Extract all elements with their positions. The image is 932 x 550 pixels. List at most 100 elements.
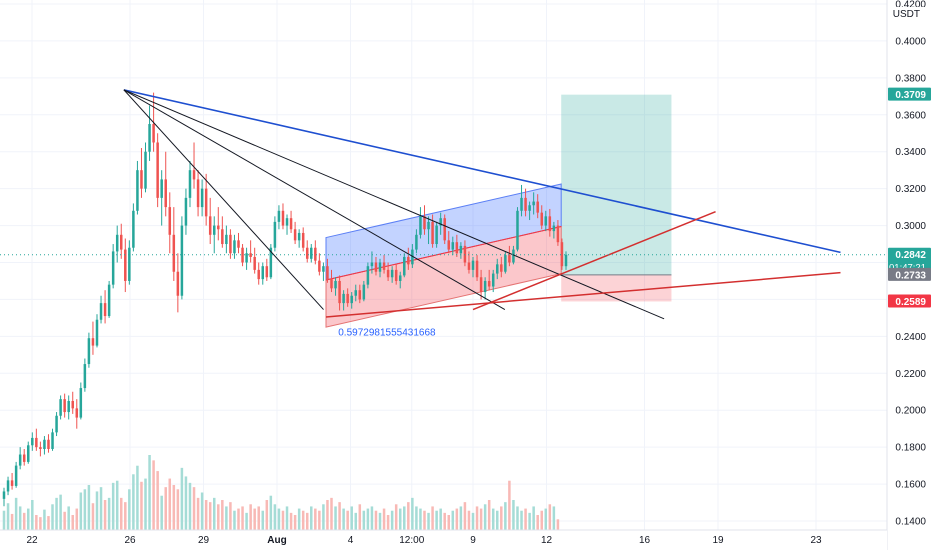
volume-bar <box>124 502 127 530</box>
volume-bar <box>378 512 382 530</box>
volume-bar <box>447 515 451 530</box>
candle-body <box>233 240 236 254</box>
volume-bar <box>540 510 543 530</box>
volume-bar <box>471 512 475 530</box>
volume-bar <box>35 515 38 530</box>
volume-bar <box>111 482 115 530</box>
candle-body <box>403 256 406 276</box>
volume-bar <box>330 497 333 530</box>
candle-body <box>451 242 455 250</box>
volume-bar <box>200 492 204 530</box>
candle-body <box>500 264 503 272</box>
price-tick-label: 0.3200 <box>895 184 926 195</box>
volume-bar <box>516 506 519 530</box>
volume-bar <box>411 497 414 530</box>
candle-body <box>310 247 313 259</box>
volume-bar <box>204 500 208 530</box>
volume-bar <box>172 485 176 530</box>
trend-lines[interactable] <box>0 89 887 320</box>
price-tag-label: 0.2733 <box>895 270 926 281</box>
volume-bar <box>212 497 216 530</box>
volume-bar <box>431 506 434 530</box>
volume-bar <box>196 497 200 530</box>
volume-bar <box>67 506 70 530</box>
candle-body <box>516 210 519 250</box>
candle-body <box>548 216 552 232</box>
candle-body <box>463 245 467 263</box>
time-tick-label: 16 <box>639 535 651 546</box>
time-tick-label: 26 <box>124 535 136 546</box>
candle-body <box>27 445 30 462</box>
volume-bar <box>257 506 260 530</box>
candle-body <box>560 242 564 267</box>
volume-bar <box>241 506 244 530</box>
volume-bar <box>520 510 523 530</box>
volume-bar <box>99 487 103 530</box>
candle-body <box>390 269 394 278</box>
candle-body <box>419 216 422 235</box>
volume-bar <box>455 508 459 530</box>
candle-body <box>192 170 196 180</box>
volume-bar <box>479 508 483 530</box>
volume-bar <box>443 512 446 530</box>
candle-body <box>520 197 523 211</box>
candle-body <box>208 216 212 235</box>
volume-bar <box>87 485 91 530</box>
trend-line-red-support-2 <box>472 211 716 311</box>
candle-body <box>196 179 200 208</box>
candle-body <box>99 303 103 320</box>
time-tick-label: 19 <box>712 535 724 546</box>
volume-bar <box>83 489 87 530</box>
candle-body <box>140 170 143 189</box>
candle-body <box>459 245 463 254</box>
candle-body <box>265 266 269 278</box>
candle-body <box>273 221 277 248</box>
time-tick-label: 12 <box>541 535 553 546</box>
long-position-tool[interactable] <box>561 94 672 302</box>
candle-body <box>301 232 305 248</box>
candle-body <box>184 197 188 226</box>
volume-bar <box>451 510 455 530</box>
trend-line-fan-2 <box>123 89 506 311</box>
time-axis[interactable]: 22 26 29 Aug 4 12:00 9 12 16 19 23 <box>0 529 887 550</box>
volume-bar <box>310 506 313 530</box>
volume-bar <box>326 500 329 530</box>
profit-zone <box>561 94 672 275</box>
volume-bar <box>217 504 220 530</box>
unit-label-bg <box>896 7 926 20</box>
volume-bar <box>318 510 321 530</box>
volume-bar <box>184 476 188 530</box>
trend-line-fan-1 <box>123 89 324 310</box>
candle-body <box>297 232 301 241</box>
volume-bar <box>374 510 378 530</box>
candle-body <box>115 234 119 252</box>
volume-bar <box>115 480 119 530</box>
candle-body <box>314 247 317 261</box>
candle-body <box>334 280 337 289</box>
candle-body <box>111 251 115 285</box>
price-tick-label: 0.1800 <box>895 443 926 454</box>
volume-bar <box>6 503 10 530</box>
candle-body <box>552 225 556 232</box>
volume-bar <box>459 506 463 530</box>
candle-body <box>326 266 329 280</box>
volume-bar <box>467 510 471 530</box>
volume-bar <box>249 504 252 530</box>
candle-body <box>249 253 252 257</box>
candle-body <box>289 218 293 230</box>
volume-bar <box>556 519 560 530</box>
candle-body <box>18 454 22 466</box>
candle-body <box>168 207 172 235</box>
candle-body <box>47 439 50 449</box>
volume-bar <box>140 481 143 530</box>
candle-body <box>124 249 127 281</box>
candle-body <box>103 303 107 317</box>
volume-bar <box>164 487 167 530</box>
price-tag-label: 0.3709 <box>895 90 926 101</box>
candle-body <box>350 295 353 304</box>
volume-bar <box>281 510 285 530</box>
volume-bar <box>358 504 362 530</box>
candle-body <box>87 338 91 365</box>
